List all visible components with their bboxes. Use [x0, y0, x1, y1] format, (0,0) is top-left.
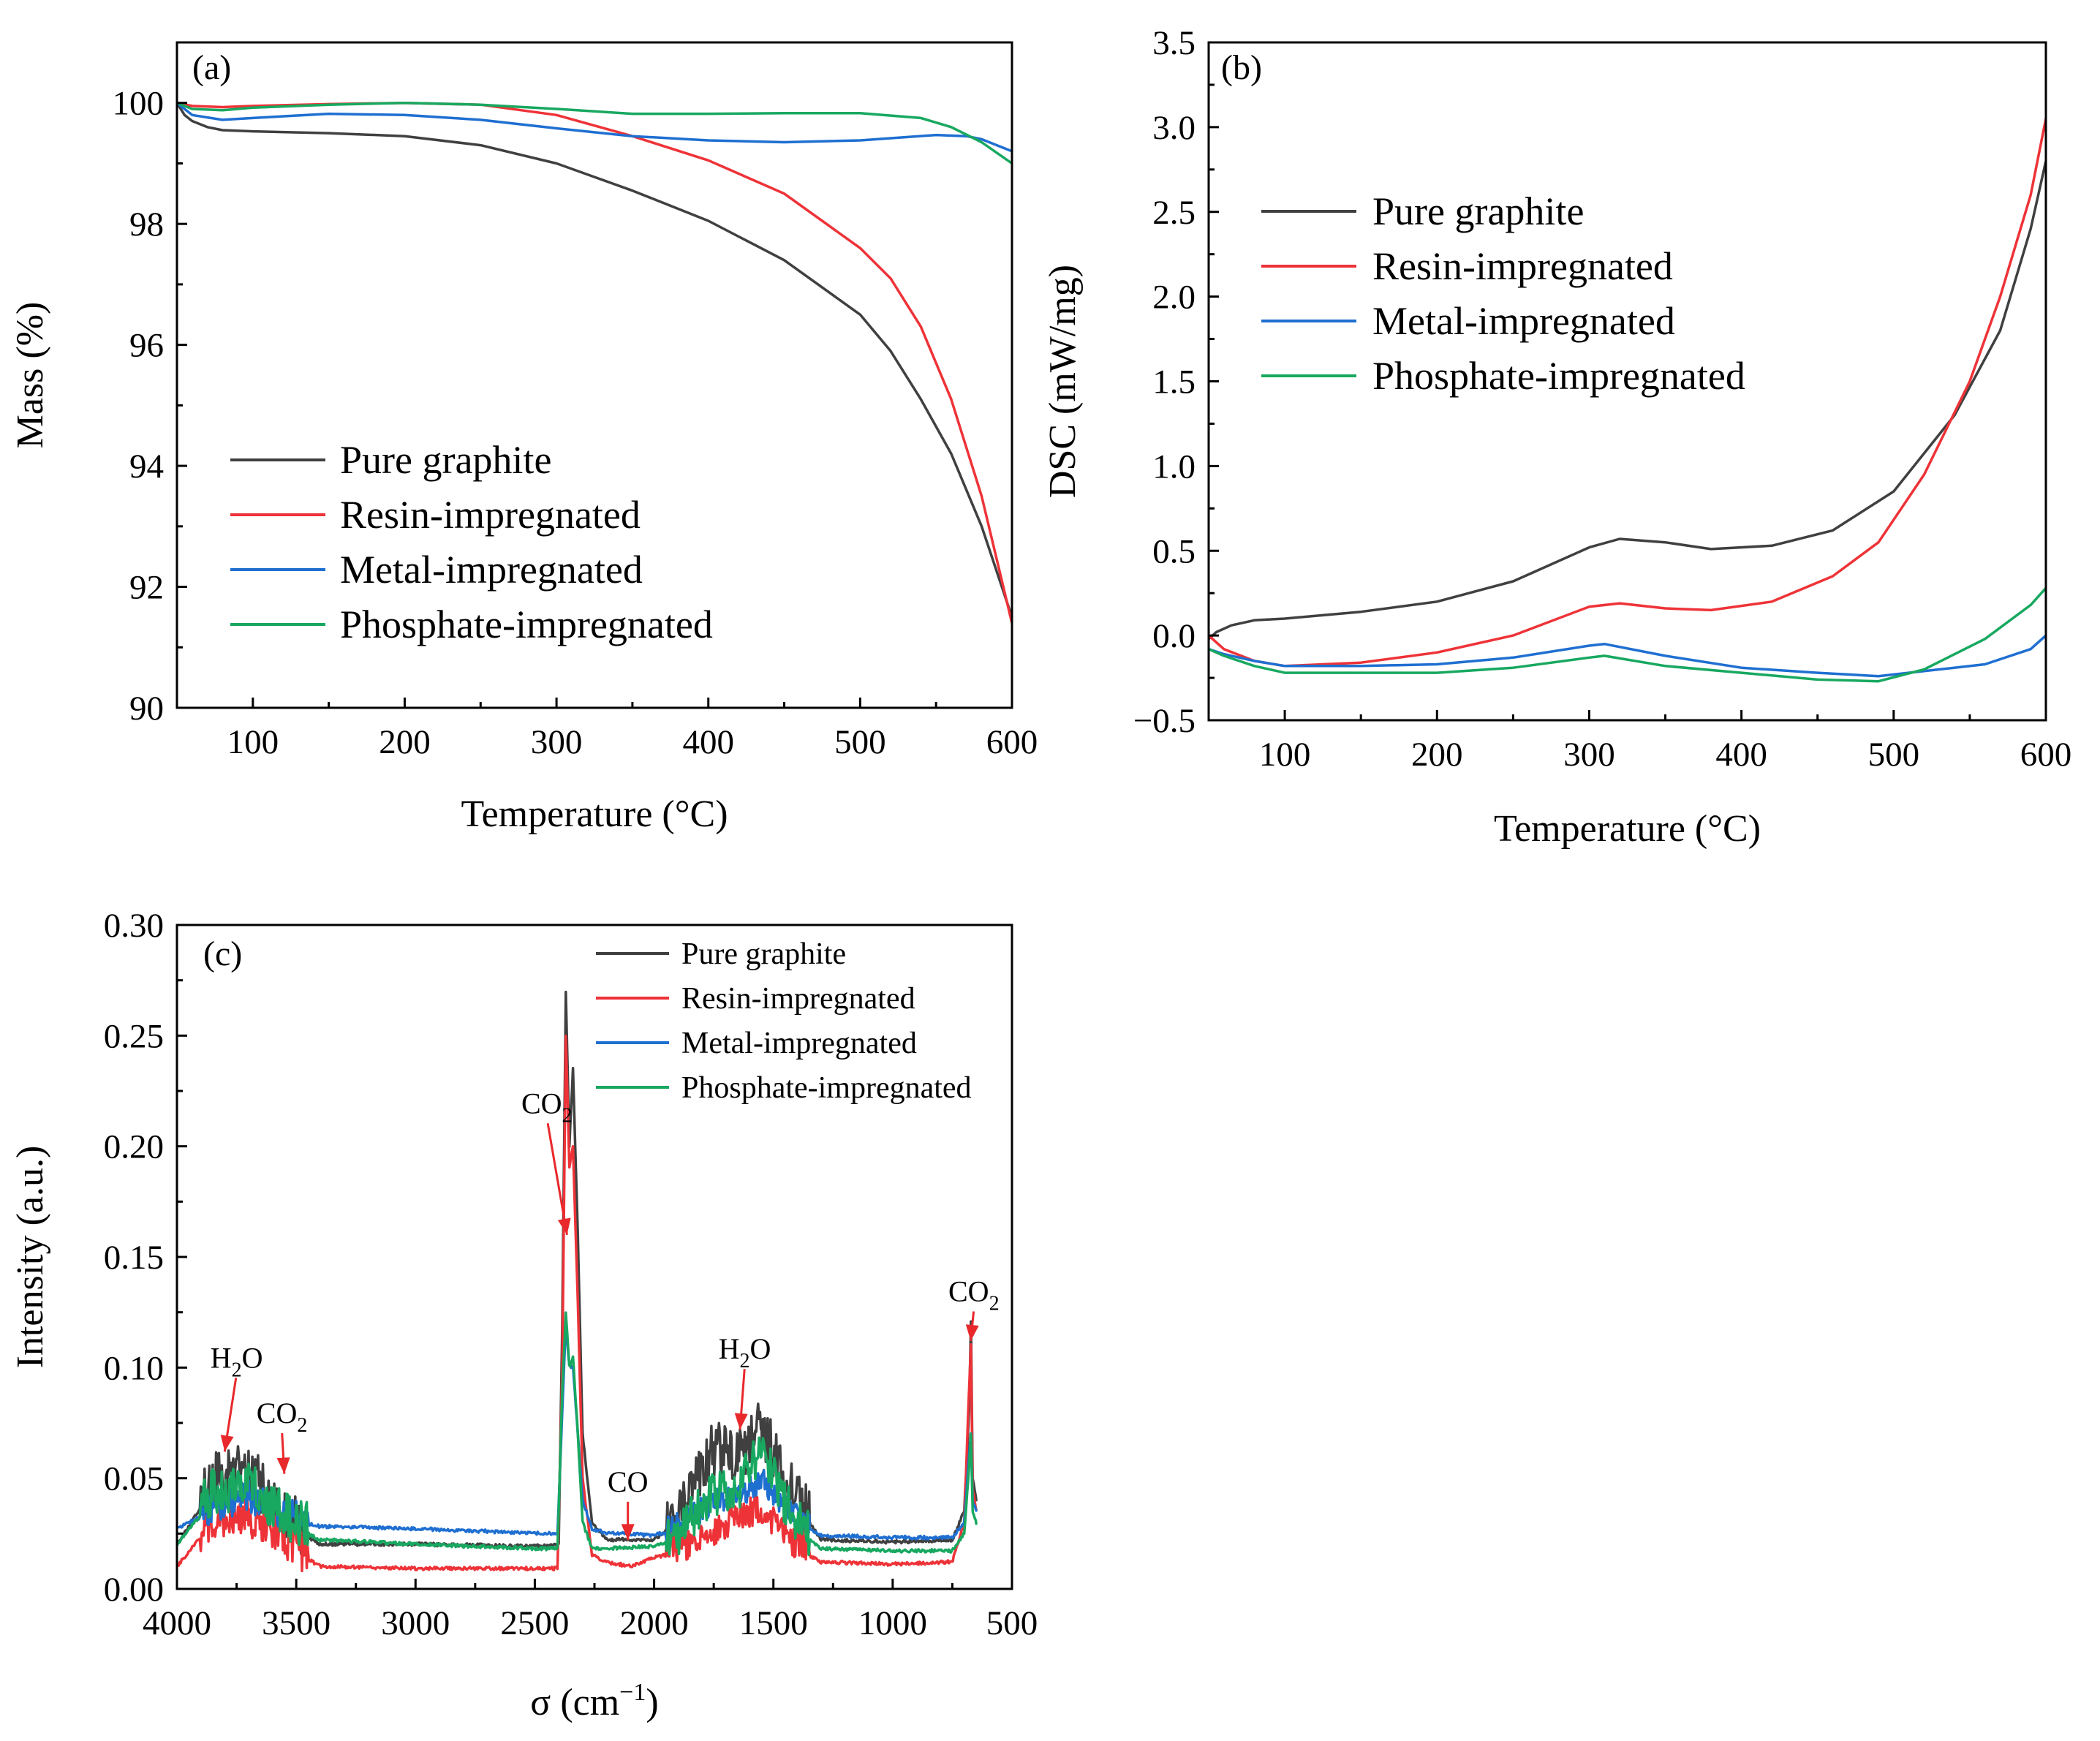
x-tick-label: 300	[531, 723, 583, 761]
x-axis-label: Temperature (°C)	[461, 793, 728, 835]
legend-label: Phosphate-impregnated	[681, 1071, 972, 1105]
annotation-label: CO2	[257, 1397, 308, 1437]
annotation-arrowhead	[621, 1524, 635, 1541]
y-tick-label: 0.25	[104, 1017, 164, 1055]
legend-label: Resin-impregnated	[340, 493, 641, 537]
x-tick-label: 1000	[858, 1604, 927, 1642]
annotation-arrow	[546, 1123, 568, 1235]
x-tick-label: 100	[227, 723, 279, 761]
x-tick-label: 300	[1563, 736, 1615, 774]
y-tick-label: 1.5	[1152, 363, 1196, 401]
annotation-arrowhead	[557, 1217, 571, 1235]
y-tick-label: 3.0	[1152, 109, 1196, 147]
annotation-group: H2O CO2 CO2 CO H2O CO2	[211, 1087, 1000, 1541]
legend-label: Pure graphite	[340, 438, 551, 482]
legend-label: Phosphate-impregnated	[340, 603, 713, 646]
y-tick-label: 98	[129, 205, 164, 243]
legend-label: Resin-impregnated	[681, 982, 915, 1016]
panel-b-dsc-chart: 100 200 300 400 500 600 −0.5 0.0 0.5 1.0 1.5 2.0 2.5…	[1042, 24, 2071, 850]
series-line-metal-impregnated	[177, 101, 1012, 153]
x-tick-label: 400	[1715, 736, 1767, 774]
y-tick-label: 96	[129, 327, 164, 365]
y-axis-label: Mass (%)	[10, 302, 51, 449]
annotation-label: H2O	[719, 1332, 771, 1372]
y-tick-label: 1.0	[1152, 447, 1196, 486]
y-tick-label: −0.5	[1133, 702, 1196, 740]
series-group	[1209, 117, 2046, 683]
series-line-pure-graphite	[177, 101, 1012, 619]
x-tick-label: 3500	[262, 1604, 331, 1642]
y-tick-label: 94	[129, 447, 164, 486]
y-tick-label: 100	[113, 85, 165, 123]
annotation-arrowhead	[965, 1324, 979, 1341]
series-line-resin-impregnated	[177, 1035, 978, 1573]
annotation-label: CO2	[948, 1275, 1000, 1315]
x-tick-label: 4000	[143, 1604, 211, 1642]
series-line-metal-impregnated	[1209, 634, 2046, 678]
panel-label: (a)	[192, 48, 231, 87]
panel-c-ftir-chart: 4000 3500 3000 2500 2000 1500 1000 500 0.00 0.05 0…	[10, 907, 1038, 1723]
x-tick-label: 500	[1868, 736, 1920, 774]
series-line-phosphate-impregnated	[177, 1311, 978, 1556]
y-tick-label: 0.00	[104, 1571, 164, 1609]
x-tick-label: 100	[1259, 736, 1311, 774]
x-axis-label: σ (cm−1)	[530, 1679, 658, 1723]
series-group	[177, 101, 1012, 624]
series-group	[177, 990, 978, 1573]
annotation-arrowhead	[276, 1457, 290, 1474]
legend-label: Resin-impregnated	[1372, 244, 1673, 288]
y-tick-label: 0.15	[104, 1239, 164, 1277]
legend-label: Metal-impregnated	[340, 548, 643, 592]
annotation-label: CO2	[521, 1087, 573, 1127]
x-tick-label: 2500	[500, 1604, 569, 1642]
x-tick-label: 500	[834, 723, 886, 761]
x-tick-label: 2000	[620, 1604, 689, 1642]
y-tick-label: 3.5	[1152, 24, 1196, 62]
series-line-pure-graphite	[177, 990, 978, 1555]
x-tick-label: 3000	[381, 1604, 450, 1642]
y-tick-label: 0.20	[104, 1128, 164, 1166]
x-tick-label: 400	[682, 723, 734, 761]
annotation-arrowhead	[220, 1435, 234, 1452]
y-tick-label: 90	[129, 690, 164, 728]
series-line-resin-impregnated	[177, 101, 1012, 624]
y-axis-label: Intensity (a.u.)	[10, 1146, 51, 1369]
plot-frame	[175, 924, 1013, 1590]
x-tick-label: 1500	[739, 1604, 808, 1642]
y-tick-label: 0.0	[1152, 617, 1196, 655]
x-tick-label: 200	[1411, 736, 1463, 774]
x-tick-label: 500	[986, 1604, 1038, 1642]
y-tick-label: 0.5	[1152, 532, 1196, 570]
legend-label: Pure graphite	[681, 937, 846, 971]
plot-frame	[175, 41, 1013, 709]
x-tick-label: 600	[2020, 736, 2072, 774]
annotation-label: CO	[608, 1465, 649, 1498]
x-tick-label: 600	[986, 723, 1038, 761]
legend-label: Metal-impregnated	[681, 1027, 917, 1060]
y-tick-label: 2.0	[1152, 279, 1196, 317]
annotation-label: H2O	[211, 1341, 263, 1381]
y-tick-label: 0.10	[104, 1349, 164, 1387]
series-line-phosphate-impregnated	[177, 101, 1012, 165]
y-tick-label: 2.5	[1152, 194, 1196, 232]
annotation-arrowhead	[734, 1413, 748, 1430]
legend-label: Pure graphite	[1372, 189, 1584, 233]
legend-label: Metal-impregnated	[1372, 299, 1675, 343]
y-tick-label: 92	[129, 569, 164, 607]
panel-label: (b)	[1221, 48, 1262, 87]
x-axis-label: Temperature (°C)	[1494, 808, 1761, 850]
series-line-pure-graphite	[1209, 159, 2046, 641]
panel-label: (c)	[203, 934, 242, 973]
y-tick-label: 0.30	[104, 907, 164, 945]
x-tick-label: 200	[379, 723, 431, 761]
series-line-phosphate-impregnated	[1209, 586, 2046, 683]
legend-label: Phosphate-impregnated	[1372, 354, 1745, 398]
y-axis-label: DSC (mW/mg)	[1042, 265, 1084, 498]
panel-a-tga-chart: 100 200 300 400 500 600 90 92 94 96 98 100 (a) Temper…	[10, 41, 1038, 835]
y-tick-label: 0.05	[104, 1460, 164, 1498]
